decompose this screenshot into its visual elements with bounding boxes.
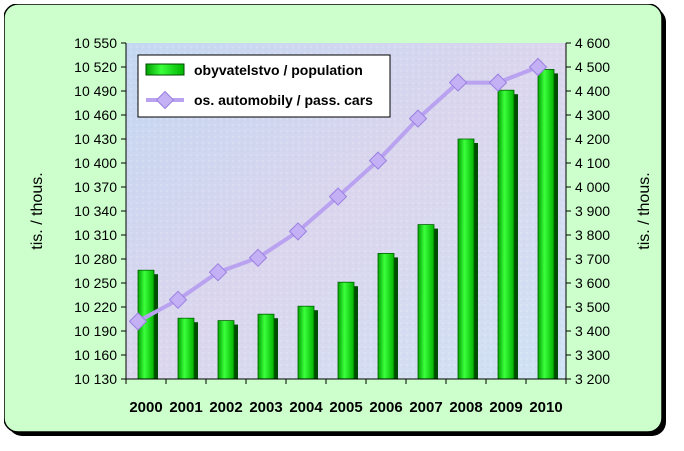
legend-label-cars: os. automobily / pass. cars: [194, 92, 373, 108]
right-tick-label: 3 200: [575, 371, 610, 387]
chart-card: 10 130 10 160 10 190 10 220 10 250 10 280 10 3…: [4, 4, 668, 438]
right-tick-label: 3 700: [575, 251, 610, 267]
left-tick-label: 10 370: [74, 179, 117, 195]
right-axis-title: tis. / thous.: [636, 172, 653, 249]
legend-label-population: obyvatelstvo / population: [194, 62, 363, 78]
right-tick-label: 4 300: [575, 107, 610, 123]
chart: 10 130 10 160 10 190 10 220 10 250 10 280 10 3…: [4, 4, 666, 436]
legend-bar-swatch: [145, 63, 185, 76]
line-series-cars: [128, 57, 548, 331]
line-point: [408, 109, 428, 128]
bar-series-population: [137, 69, 558, 380]
bar: [377, 252, 395, 380]
x-tick-label: 2004: [289, 399, 323, 416]
left-tick-label: 10 160: [74, 347, 117, 363]
x-tick-label: 2000: [129, 399, 162, 416]
left-axis-title: tis. / thous.: [29, 172, 46, 249]
right-tick-label: 3 600: [575, 275, 610, 291]
x-tick-label: 2008: [449, 399, 482, 416]
bar: [217, 320, 235, 380]
x-tick-label: 2006: [369, 399, 402, 416]
line-point: [128, 312, 148, 331]
bar: [497, 89, 515, 380]
left-tick-label: 10 490: [74, 83, 117, 99]
left-tick-label: 10 400: [74, 155, 117, 171]
bar: [537, 69, 555, 380]
left-axis-ticks: 10 130 10 160 10 190 10 220 10 250 10 280 10 3…: [74, 35, 126, 387]
right-tick-label: 4 400: [575, 83, 610, 99]
left-tick-label: 10 280: [74, 251, 117, 267]
left-tick-label: 10 460: [74, 107, 117, 123]
x-tick-label: 2005: [329, 399, 362, 416]
bar: [257, 313, 275, 380]
line-point: [368, 151, 388, 170]
legend: obyvatelstvo / population os. automobily…: [137, 54, 391, 118]
right-tick-label: 3 800: [575, 227, 610, 243]
x-tick-label: 2001: [169, 399, 202, 416]
line-point: [248, 248, 268, 267]
right-tick-label: 3 900: [575, 203, 610, 219]
x-tick-label: 2007: [409, 399, 442, 416]
right-tick-label: 4 200: [575, 131, 610, 147]
left-tick-label: 10 250: [74, 275, 117, 291]
line-point: [448, 73, 468, 92]
line-point: [208, 263, 228, 282]
left-tick-label: 10 220: [74, 299, 117, 315]
x-tick-label: 2010: [529, 399, 562, 416]
legend-marker-swatch: [155, 90, 175, 110]
bar: [457, 138, 475, 380]
left-tick-label: 10 190: [74, 323, 117, 339]
x-tick-label: 2009: [489, 399, 522, 416]
bar: [337, 281, 355, 380]
x-tick-label: 2003: [249, 399, 282, 416]
right-axis-ticks: 3 200 3 300 3 400 3 500 3 600 3 700 3 800 3 900…: [566, 35, 610, 387]
line-point: [168, 290, 188, 309]
right-tick-label: 4 100: [575, 155, 610, 171]
line-point: [328, 187, 348, 206]
left-tick-label: 10 550: [74, 35, 117, 51]
right-tick-label: 4 600: [575, 35, 610, 51]
line-point: [528, 57, 548, 77]
line-point: [288, 222, 308, 241]
bar: [177, 317, 195, 380]
left-tick-label: 10 310: [74, 227, 117, 243]
right-tick-label: 3 400: [575, 323, 610, 339]
left-tick-label: 10 520: [74, 59, 117, 75]
bar: [297, 305, 315, 380]
bar: [417, 224, 435, 380]
right-tick-label: 3 500: [575, 299, 610, 315]
left-tick-label: 10 430: [74, 131, 117, 147]
x-axis-ticks: 2000 2001 2002 2003 2004 2005 2006 2007 2008 2009…: [125, 379, 567, 416]
line-point: [488, 73, 508, 92]
right-tick-label: 3 300: [575, 347, 610, 363]
right-tick-label: 4 500: [575, 59, 610, 75]
left-tick-label: 10 340: [74, 203, 117, 219]
right-tick-label: 4 000: [575, 179, 610, 195]
left-tick-label: 10 130: [74, 371, 117, 387]
x-tick-label: 2002: [209, 399, 242, 416]
